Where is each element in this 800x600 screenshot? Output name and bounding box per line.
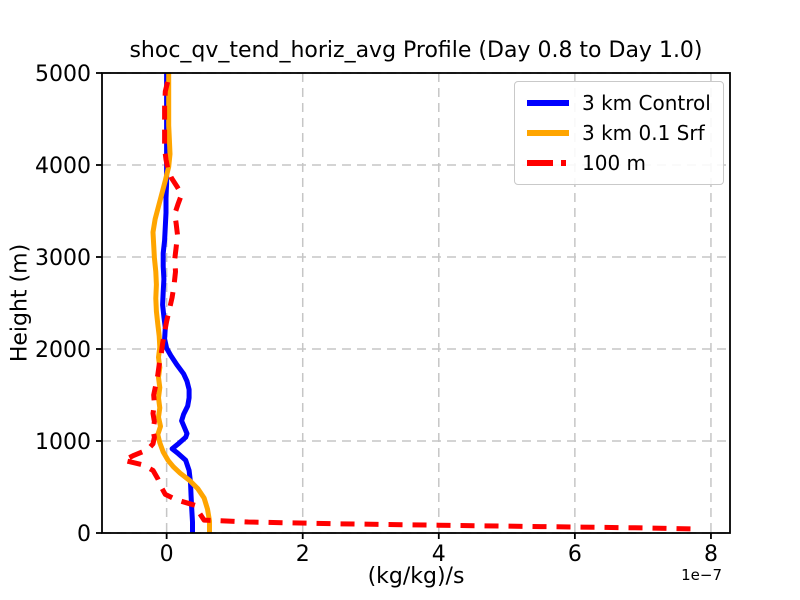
x-tick-label: 0 bbox=[160, 542, 174, 567]
x-axis-offset-label: 1e−7 bbox=[681, 566, 722, 584]
y-tick-label: 0 bbox=[77, 522, 91, 547]
x-axis-label: (kg/kg)/s bbox=[367, 564, 465, 589]
legend-label-100-m: 100 m bbox=[582, 151, 647, 175]
legend-item-3-km-control: 3 km Control bbox=[525, 88, 713, 118]
x-tick-label: 2 bbox=[296, 542, 310, 567]
series-line-3-km-control bbox=[160, 73, 195, 533]
x-tick-label: 6 bbox=[568, 542, 582, 567]
x-tick-label: 8 bbox=[704, 542, 718, 567]
y-tick-label: 5000 bbox=[35, 62, 91, 87]
legend-line-sample-3-km-control-icon bbox=[527, 100, 569, 106]
series-line-100-m bbox=[121, 73, 691, 532]
x-tick-label: 4 bbox=[432, 542, 446, 567]
legend: 3 km Control 3 km 0.1 Srf 100 m bbox=[514, 81, 724, 185]
legend-line-sample-100-m-icon bbox=[527, 160, 569, 166]
axes-spines bbox=[101, 72, 731, 534]
legend-item-3-km-01-srf: 3 km 0.1 Srf bbox=[525, 118, 713, 148]
y-tick-label: 1000 bbox=[35, 430, 91, 455]
legend-label-3-km-01-srf: 3 km 0.1 Srf bbox=[582, 121, 705, 145]
legend-item-100-m: 100 m bbox=[525, 148, 713, 178]
y-tick-label: 4000 bbox=[35, 154, 91, 179]
y-tick-label: 2000 bbox=[35, 338, 91, 363]
legend-label-3-km-control: 3 km Control bbox=[582, 91, 711, 115]
legend-line-sample-3-km-01-srf-icon bbox=[527, 130, 569, 136]
y-tick-label: 3000 bbox=[35, 246, 91, 271]
chart-title: shoc_qv_tend_horiz_avg Profile (Day 0.8 … bbox=[129, 38, 703, 63]
